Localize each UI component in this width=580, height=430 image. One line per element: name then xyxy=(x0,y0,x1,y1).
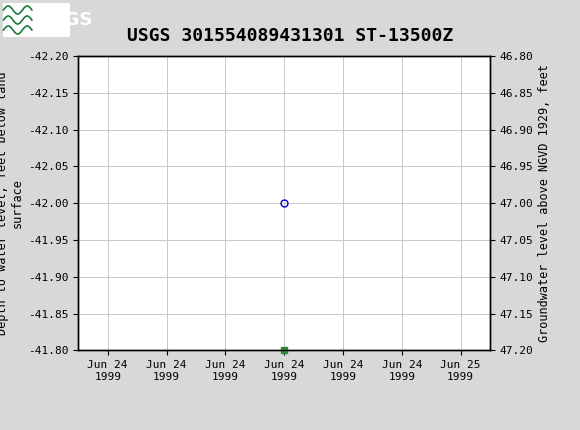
Y-axis label: Groundwater level above NGVD 1929, feet: Groundwater level above NGVD 1929, feet xyxy=(538,64,551,342)
Y-axis label: Depth to water level, feet below land
surface: Depth to water level, feet below land su… xyxy=(0,71,24,335)
Text: USGS: USGS xyxy=(38,11,93,29)
Text: USGS 301554089431301 ST-13500Z: USGS 301554089431301 ST-13500Z xyxy=(127,27,453,45)
FancyBboxPatch shape xyxy=(3,3,70,37)
